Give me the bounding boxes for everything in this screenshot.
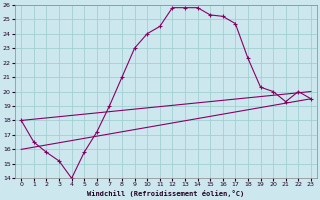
X-axis label: Windchill (Refroidissement éolien,°C): Windchill (Refroidissement éolien,°C) xyxy=(87,190,245,197)
